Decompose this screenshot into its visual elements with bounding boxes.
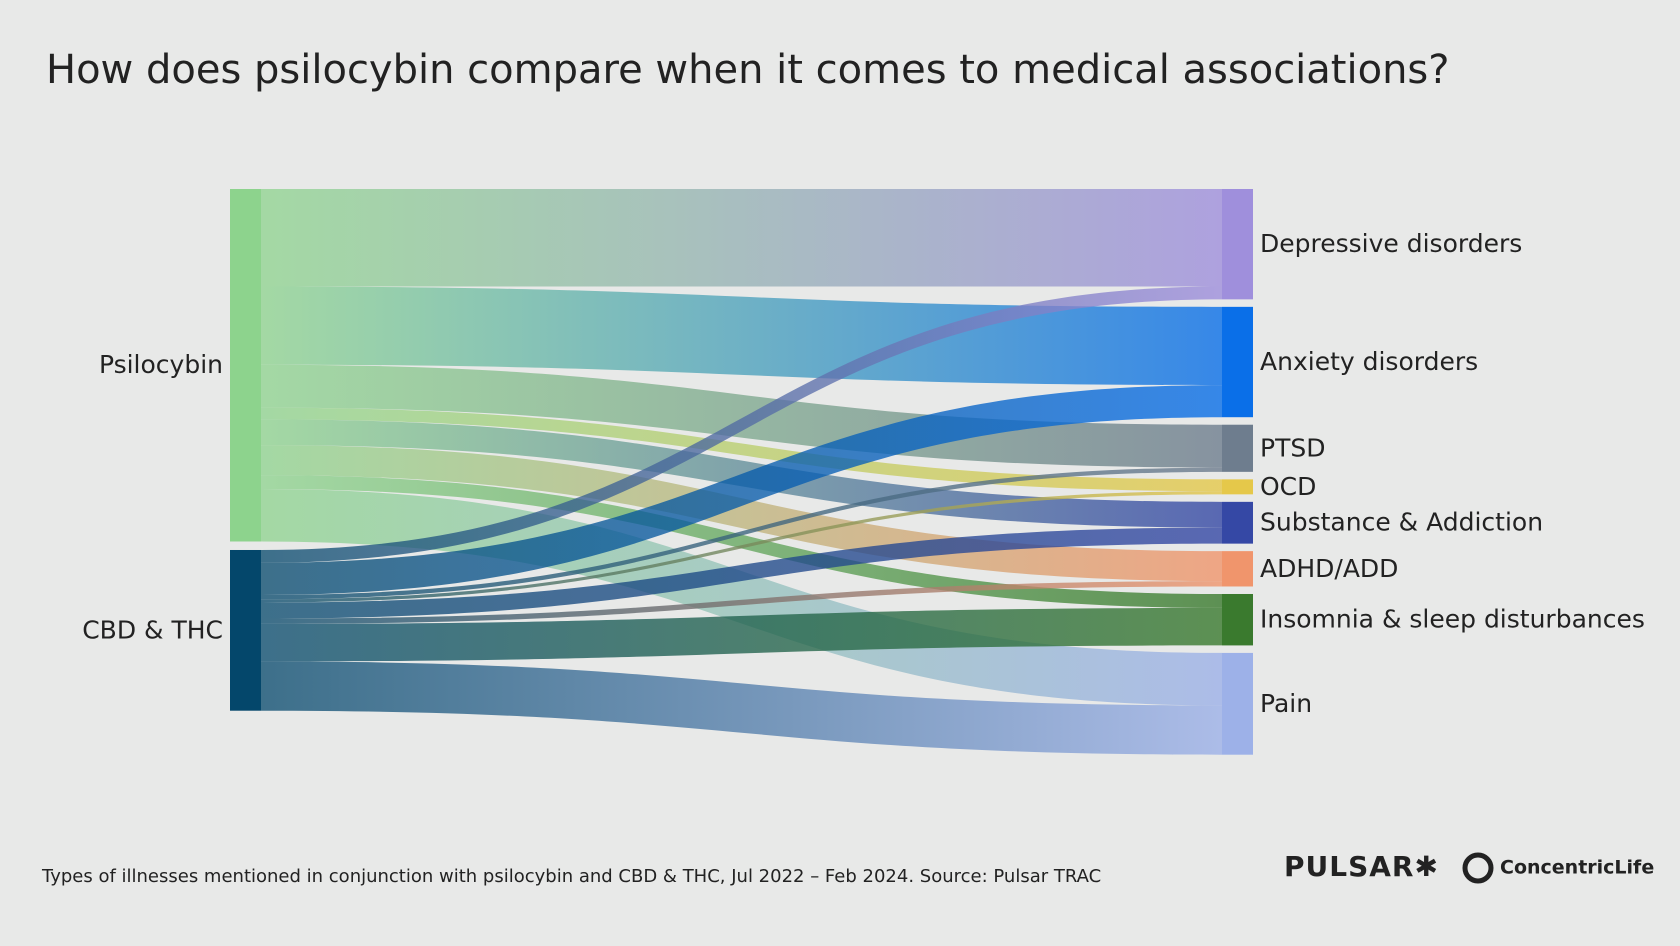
link xyxy=(261,385,1222,595)
link xyxy=(261,661,1222,755)
link xyxy=(261,467,1222,600)
node-label: Depressive disorders xyxy=(1260,229,1522,258)
node xyxy=(1222,652,1253,755)
link xyxy=(261,581,1222,624)
node xyxy=(1222,424,1253,472)
node-label: Anxiety disorders xyxy=(1260,347,1478,376)
node-label: Pain xyxy=(1260,689,1312,718)
links xyxy=(261,189,1222,755)
link xyxy=(261,189,1222,287)
node xyxy=(1222,551,1253,587)
logo-icon xyxy=(1462,852,1494,884)
link xyxy=(261,419,1222,528)
link xyxy=(261,475,1222,608)
logo: ConcentricLife xyxy=(1500,857,1654,879)
node-label: Substance & Addiction xyxy=(1260,508,1543,537)
node xyxy=(1222,593,1253,646)
nodes: Psilocybin CBD & THC Depressive disorders A… xyxy=(82,189,1645,755)
link xyxy=(261,364,1222,468)
node xyxy=(1222,479,1253,495)
node-label: OCD xyxy=(1260,472,1316,501)
node-label: Psilocybin xyxy=(99,350,223,379)
node-label: PTSD xyxy=(1260,433,1325,462)
link xyxy=(261,488,1222,706)
link xyxy=(261,491,1222,603)
link xyxy=(261,407,1222,492)
link xyxy=(261,607,1222,662)
link xyxy=(261,527,1222,619)
node-label: CBD & THC xyxy=(82,615,223,644)
footnote: Types of illnesses mentioned in conjunct… xyxy=(41,866,1101,887)
link xyxy=(261,286,1222,563)
node-label: ADHD/ADD xyxy=(1260,554,1398,583)
node-label: Insomnia & sleep disturbances xyxy=(1260,605,1645,634)
link xyxy=(261,286,1222,386)
logo: PULSAR✱ xyxy=(1284,850,1439,883)
node xyxy=(230,189,261,542)
node xyxy=(230,549,261,711)
node xyxy=(1222,189,1253,300)
node xyxy=(1222,306,1253,418)
node xyxy=(1222,501,1253,544)
chart-title: How does psilocybin compare when it come… xyxy=(46,47,1450,93)
